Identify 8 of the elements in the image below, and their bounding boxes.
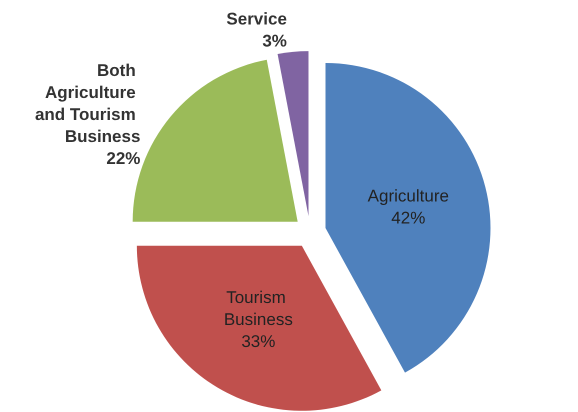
data-label: 42%: [391, 208, 426, 228]
data-label: 33%: [241, 332, 276, 351]
slice-label: Both Agriculture and Tourism Business: [34, 61, 140, 146]
slice-label: Tourism Business: [224, 288, 293, 329]
data-label: 3%: [262, 31, 287, 50]
data-label: 22%: [106, 149, 140, 168]
slice-label: Agriculture: [368, 186, 449, 206]
slice-label: Service: [226, 9, 287, 28]
